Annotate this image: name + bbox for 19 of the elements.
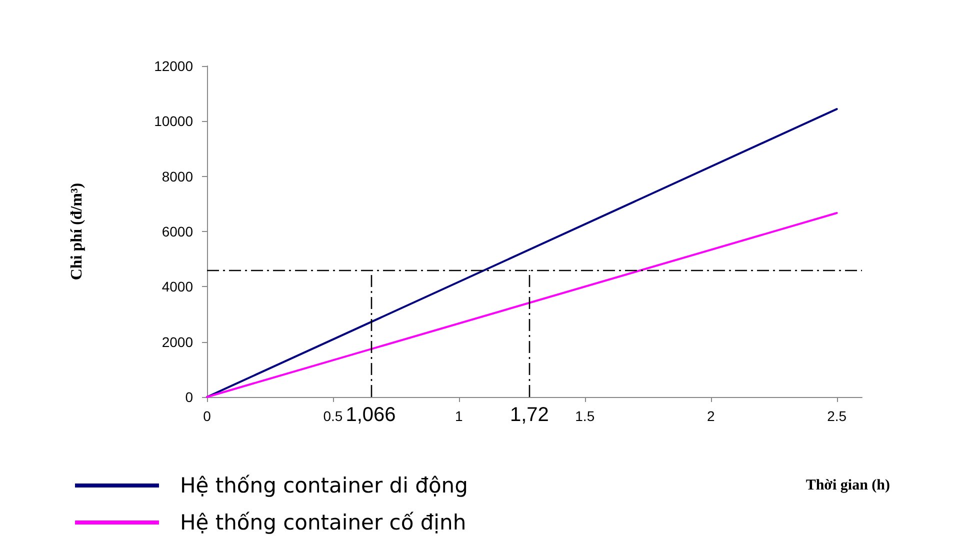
x-axis-title: Thời gian (h) bbox=[806, 478, 890, 494]
x-tick-label: 1.5 bbox=[575, 408, 595, 424]
text: 1,72 bbox=[510, 404, 549, 426]
x-tick-label: 0.5 bbox=[323, 408, 343, 424]
legend-label: Hệ thống container cố định bbox=[180, 510, 466, 534]
legend-label: Hệ thống container di động bbox=[180, 474, 468, 498]
text: 1,066 bbox=[346, 404, 396, 426]
y-tick-label: 8000 bbox=[162, 168, 194, 184]
y-tick-label: 12000 bbox=[154, 58, 194, 74]
y-tick-label: 6000 bbox=[162, 224, 194, 240]
x-tick-label: 2 bbox=[706, 408, 715, 424]
x-tick-label: 1 bbox=[455, 408, 464, 424]
y-tick-label: 0 bbox=[185, 389, 194, 405]
y-tick-label: 10000 bbox=[154, 113, 194, 130]
x-tick-label: 2.5 bbox=[827, 408, 847, 424]
y-tick-label: 2000 bbox=[162, 334, 194, 350]
y-tick-label: 4000 bbox=[162, 278, 194, 295]
y-axis-title: Chi phí (đ/m³) bbox=[68, 182, 86, 280]
x-tick-label: 0 bbox=[203, 408, 212, 424]
